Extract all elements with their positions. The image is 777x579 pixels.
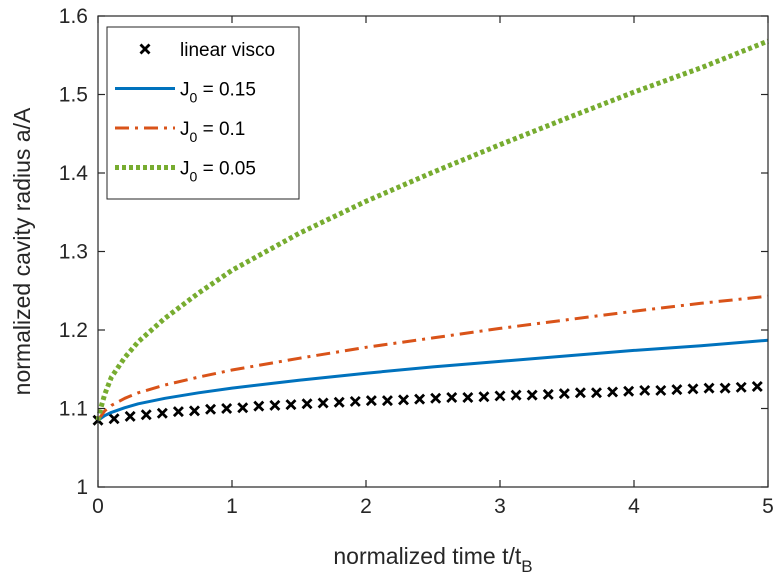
y-tick-label: 1.1: [59, 398, 88, 421]
data-point-marker: [365, 395, 377, 407]
x-tick-label: 4: [628, 495, 640, 518]
data-point-marker: [446, 392, 458, 403]
x-axis-label-main: normalized time t/t: [333, 543, 522, 569]
data-point-marker: [205, 403, 217, 415]
data-point-marker: [381, 395, 393, 407]
data-point-marker: [574, 387, 586, 399]
x-axis-label-subscript: B: [521, 557, 532, 576]
y-tick-label: 1: [76, 476, 88, 499]
data-point-marker: [719, 382, 731, 394]
data-point-marker: [414, 393, 426, 405]
data-point-marker: [317, 397, 329, 409]
series-1-line: [97, 338, 769, 422]
data-point-marker: [124, 410, 136, 422]
data-point-marker: [590, 387, 602, 399]
series-2-line: [96, 294, 769, 422]
axes-box: [97, 15, 769, 488]
data-point-marker: [639, 384, 651, 396]
data-point-marker: [398, 394, 410, 406]
data-point-marker: [478, 391, 490, 403]
x-axis-label: normalized time t/tB: [333, 543, 532, 576]
x-tick-label: 3: [494, 495, 506, 518]
series-0-markers: [92, 381, 763, 426]
legend-marker-0: [139, 43, 151, 55]
y-axis-label: normalized cavity radius a/A: [9, 107, 35, 395]
data-point-marker: [237, 402, 249, 414]
y-tick-label: 1.6: [59, 5, 88, 28]
data-point-marker: [735, 381, 747, 393]
y-tick-label: 1.3: [59, 241, 88, 264]
data-point-marker: [430, 392, 442, 404]
data-point-marker: [188, 405, 200, 417]
data-point-marker: [687, 383, 699, 395]
data-point-marker: [494, 390, 506, 402]
series-layer: [92, 38, 769, 426]
data-point-marker: [526, 389, 538, 401]
data-point-marker: [349, 395, 361, 407]
legend-label-0: linear visco: [180, 40, 275, 61]
legend: linear visco J0 = 0.15 J0 = 0.1 J0 = 0.05: [106, 26, 300, 200]
data-point-marker: [108, 413, 120, 425]
data-point-marker: [333, 396, 345, 408]
data-point-marker: [655, 384, 667, 396]
data-point-marker: [751, 381, 763, 393]
data-point-marker: [285, 399, 297, 411]
data-point-marker: [269, 399, 281, 411]
data-point-marker: [703, 382, 715, 394]
data-point-marker: [221, 403, 233, 414]
data-point-marker: [253, 400, 265, 412]
data-point-marker: [156, 407, 168, 419]
data-point-marker: [542, 388, 554, 400]
data-point-marker: [558, 388, 570, 400]
y-tick-label: 1.2: [59, 319, 88, 342]
data-point-marker: [671, 384, 683, 396]
legend-box: [106, 26, 300, 200]
data-point-marker: [140, 409, 152, 421]
data-point-marker: [623, 385, 635, 397]
data-point-marker: [510, 389, 522, 401]
data-point-marker: [301, 398, 313, 410]
data-point-marker: [607, 386, 619, 398]
y-tick-label: 1.5: [59, 84, 88, 107]
x-tick-label: 1: [226, 495, 238, 518]
x-tick-label: 5: [762, 495, 774, 518]
legend-label-3: J0 = 0.05: [180, 159, 256, 185]
data-point-marker: [172, 406, 184, 418]
data-point-marker: [462, 392, 474, 403]
y-tick-label: 1.4: [59, 162, 89, 185]
x-tick-label: 0: [92, 495, 104, 518]
x-tick-label: 2: [360, 495, 372, 518]
legend-label-1: J0 = 0.15: [180, 80, 256, 106]
legend-label-2: J0 = 0.1: [180, 119, 245, 145]
